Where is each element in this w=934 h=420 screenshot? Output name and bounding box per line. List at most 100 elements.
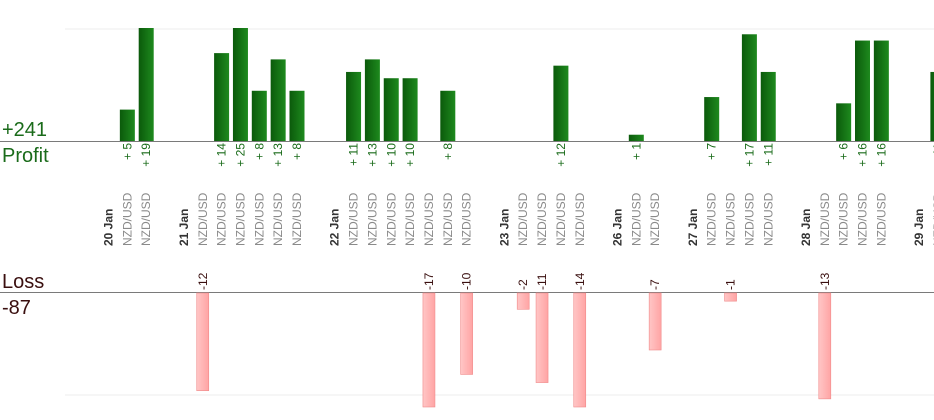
loss-label: Loss: [2, 271, 45, 293]
instrument-label: NZD/USD: [365, 192, 379, 246]
profit-value-label: + 8: [441, 143, 455, 160]
profit-bar: [214, 53, 230, 141]
loss-bar: [648, 292, 662, 351]
profit-value-label: + 25: [233, 143, 247, 167]
profit-bar: [628, 134, 644, 141]
loss-value-label: -2: [516, 279, 530, 290]
profit-total: +241: [2, 119, 48, 141]
profit-value-label: + 16: [874, 143, 888, 167]
instrument-label: NZD/USD: [761, 192, 775, 246]
profit-value-label: + 16: [856, 143, 870, 167]
profit-bar: [553, 65, 569, 141]
instrument-label: NZD/USD: [120, 192, 134, 246]
grid-lines: [0, 28, 934, 396]
loss-bar: [573, 292, 587, 408]
profit-value-label: + 1: [629, 143, 643, 160]
instrument-label: NZD/USD: [347, 192, 361, 246]
profit-value-label: + 7: [705, 143, 719, 160]
instrument-label: NZD/USD: [516, 192, 530, 246]
profit-label: Profit: [2, 145, 49, 167]
profit-bar: [741, 34, 757, 141]
loss-value-label: -11: [535, 273, 549, 290]
loss-value-label: -14: [573, 272, 587, 290]
loss-bar: [818, 292, 832, 400]
instrument-label: NZD/USD: [554, 192, 568, 246]
instrument-label: NZD/USD: [215, 192, 229, 246]
loss-value-label: -17: [422, 272, 436, 290]
loss-bar: [460, 292, 473, 375]
profit-value-label: + 11: [931, 143, 934, 166]
profit-bar: [289, 90, 305, 141]
profit-bar: [232, 28, 248, 141]
date-label: 28 Jan: [799, 209, 813, 246]
profit-bar: [270, 59, 286, 142]
instrument-label: NZD/USD: [648, 192, 662, 246]
loss-value-label: -12: [196, 272, 210, 290]
profit-value-label: + 11: [347, 143, 361, 166]
date-label: 26 Jan: [610, 209, 624, 246]
instrument-label: NZD/USD: [290, 192, 304, 246]
profit-value-label: + 8: [252, 143, 266, 160]
instrument-label: NZD/USD: [196, 192, 210, 246]
instrument-label: NZD/USD: [573, 192, 587, 246]
loss-value-label: -13: [818, 272, 832, 290]
profit-bar: [346, 71, 362, 141]
profit-bar: [836, 103, 852, 141]
instrument-label: NZD/USD: [629, 192, 643, 246]
loss-bars: [196, 292, 832, 408]
profit-bar: [440, 90, 456, 141]
instrument-label: NZD/USD: [460, 192, 474, 246]
profit-value-label: + 17: [742, 143, 756, 167]
instrument-label: NZD/USD: [742, 192, 756, 246]
profit-bar: [704, 97, 720, 141]
profit-bar: [119, 109, 135, 141]
profit-value-label: + 10: [384, 143, 398, 167]
profit-bar: [873, 40, 889, 141]
profit-value-label: + 19: [139, 143, 153, 167]
loss-bar: [516, 292, 530, 310]
profit-bar: [855, 40, 870, 141]
loss-value-label: -10: [460, 272, 474, 290]
instrument-label: NZD/USD: [441, 192, 455, 246]
loss-bar: [196, 292, 210, 392]
profit-bar: [138, 28, 154, 141]
instrument-label: NZD/USD: [535, 192, 549, 246]
date-label: 29 Jan: [912, 209, 926, 246]
profit-value-label: + 14: [215, 143, 229, 167]
instrument-label: NZD/USD: [233, 192, 247, 246]
instrument-label: NZD/USD: [818, 192, 832, 246]
instrument-label: NZD/USD: [384, 192, 398, 246]
instrument-label: NZD/USD: [422, 192, 436, 246]
instrument-label: NZD/USD: [705, 192, 719, 246]
profit-value-label: + 11: [761, 143, 775, 166]
profit-value-label: + 5: [120, 143, 134, 160]
instrument-label: NZD/USD: [874, 192, 888, 246]
profit-bar: [760, 71, 776, 141]
profit-bar: [383, 78, 399, 141]
date-label: 27 Jan: [686, 209, 700, 246]
date-label: 20 Jan: [102, 209, 116, 246]
instrument-label: NZD/USD: [724, 192, 738, 246]
profit-value-label: + 12: [554, 143, 568, 167]
profit-bar: [364, 59, 380, 142]
instrument-label: NZD/USD: [252, 192, 266, 246]
instrument-label: NZD/USD: [856, 192, 870, 246]
profit-value-label: + 8: [290, 143, 304, 160]
instrument-label: NZD/USD: [931, 192, 934, 246]
instrument-label: NZD/USD: [403, 192, 417, 246]
axis-labels: 20 Jan NZD/USD + 5 NZD/USD + 19 21 Jan NZD/USD…: [102, 143, 934, 290]
date-label: 23 Jan: [497, 209, 511, 246]
instrument-label: NZD/USD: [837, 192, 851, 246]
profit-value-label: + 13: [271, 143, 285, 167]
date-label: 21 Jan: [177, 209, 191, 246]
profit-bar: [930, 71, 934, 141]
date-label: 22 Jan: [328, 209, 342, 246]
profit-bars: [119, 28, 934, 142]
loss-bar: [422, 292, 436, 408]
instrument-label: NZD/USD: [139, 192, 153, 246]
loss-value-label: -1: [724, 279, 738, 290]
profit-value-label: + 13: [365, 143, 379, 167]
profit-bar: [402, 78, 418, 141]
loss-total: -87: [2, 297, 31, 319]
